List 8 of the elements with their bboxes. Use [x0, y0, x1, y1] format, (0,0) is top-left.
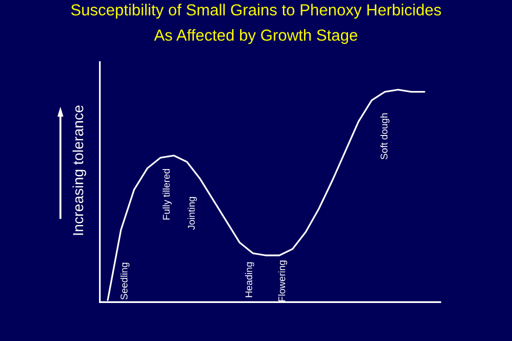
annotation: Heading [245, 262, 254, 298]
y-axis-title: Increasing tolerance [72, 105, 86, 235]
annotation: Fully tillered [162, 169, 172, 220]
annotation: Seedling [120, 262, 130, 300]
annotation: Flowering [278, 260, 288, 302]
annotation: Soft dough [380, 113, 390, 160]
annotation: Jointing [188, 197, 197, 230]
chart-title: Susceptibility of Small Grains to Phenoxy Herbicides As Affected by Growth Stage [71, 4, 441, 44]
